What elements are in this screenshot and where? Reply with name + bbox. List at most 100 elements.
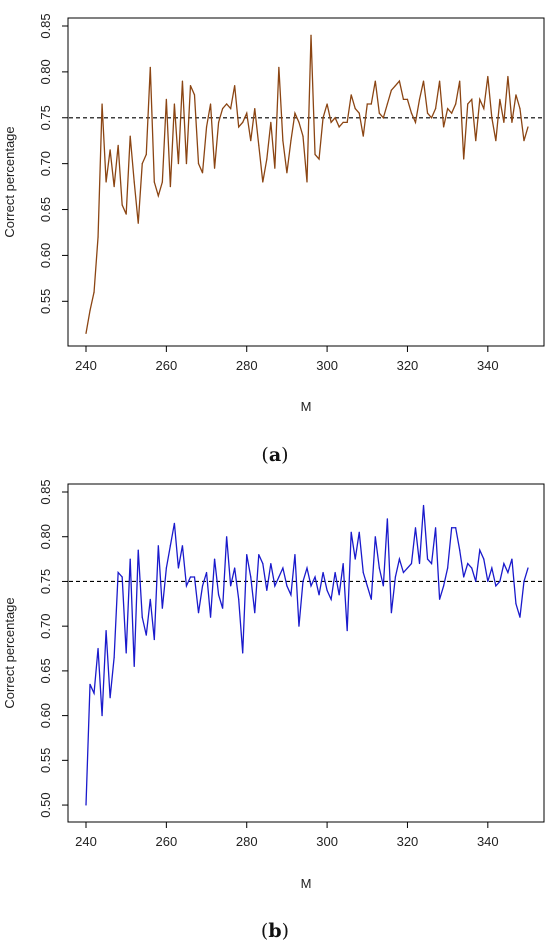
data-point: [205, 126, 208, 128]
data-point: [515, 94, 517, 96]
data-point: [330, 598, 332, 600]
data-point: [378, 112, 380, 114]
data-point: [282, 567, 284, 569]
data-point: [230, 585, 232, 587]
data-point: [430, 117, 433, 119]
data-point: [141, 163, 143, 165]
data-point: [479, 98, 481, 101]
data-point: [447, 567, 449, 569]
data-point: [209, 616, 212, 618]
data-point: [250, 576, 252, 578]
data-point: [390, 89, 392, 91]
data-point: [125, 213, 127, 215]
data-point: [463, 576, 465, 578]
data-point: [410, 562, 413, 565]
data-point: [173, 522, 175, 524]
data-point: [157, 195, 159, 197]
y-tick-label: 0.80: [38, 59, 53, 84]
data-point: [451, 527, 453, 529]
y-tick-label: 0.60: [38, 703, 53, 728]
data-point: [165, 567, 167, 569]
series-line-a: [85, 35, 529, 334]
data-point: [238, 598, 240, 600]
data-point: [414, 121, 417, 123]
data-point: [358, 531, 360, 533]
data-point: [278, 576, 280, 578]
data-point: [298, 121, 300, 123]
data-point: [318, 594, 320, 596]
data-point: [213, 558, 216, 560]
data-point: [270, 121, 272, 123]
data-point: [402, 571, 405, 574]
data-point: [105, 181, 107, 183]
data-point: [451, 112, 453, 114]
data-point: [342, 562, 344, 565]
data-point: [406, 567, 409, 569]
data-point: [362, 571, 364, 574]
data-point: [145, 634, 147, 636]
data-point: [117, 571, 119, 574]
x-axis-b: 240 260 280 300 320 340: [75, 822, 499, 849]
data-point: [394, 576, 396, 578]
data-point: [205, 571, 208, 574]
data-point: [318, 158, 320, 160]
data-point: [109, 697, 111, 699]
data-point: [145, 153, 147, 156]
data-point: [189, 576, 192, 578]
data-point: [117, 144, 119, 146]
data-point: [422, 504, 425, 507]
data-point: [254, 107, 256, 110]
data-point: [495, 140, 497, 142]
data-point: [121, 204, 123, 206]
data-point: [226, 103, 228, 105]
data-point: [262, 181, 264, 183]
data-point: [101, 715, 103, 717]
data-point: [93, 291, 95, 293]
data-point: [157, 545, 159, 547]
data-point: [330, 121, 332, 123]
data-point: [129, 135, 131, 137]
data-point: [254, 612, 256, 614]
y-axis-title-a: Correct percentage: [2, 126, 17, 237]
data-point: [519, 107, 521, 110]
data-points-b: [85, 504, 529, 806]
data-point: [326, 103, 328, 105]
y-tick-label: 0.55: [38, 289, 53, 314]
data-point: [386, 518, 388, 520]
data-point: [439, 80, 441, 82]
data-point: [479, 549, 481, 551]
data-point: [129, 558, 131, 560]
data-point: [439, 598, 441, 600]
data-point: [161, 181, 163, 183]
data-point: [218, 121, 220, 123]
data-point: [290, 140, 292, 142]
y-axis-title-b: Correct percentage: [2, 597, 17, 708]
data-point: [374, 536, 376, 538]
data-point: [455, 103, 457, 105]
data-point: [326, 589, 328, 591]
data-point: [262, 562, 264, 565]
data-point: [173, 103, 175, 105]
data-point: [278, 66, 280, 68]
data-point: [141, 616, 143, 618]
data-point: [153, 638, 155, 641]
data-point: [177, 163, 180, 165]
data-point: [197, 612, 200, 614]
data-point: [298, 625, 300, 627]
data-point: [447, 107, 449, 110]
y-tick-label: 0.65: [38, 197, 53, 222]
data-point: [234, 567, 236, 569]
data-point: [306, 567, 308, 569]
data-point: [386, 103, 388, 105]
data-point: [322, 117, 324, 119]
data-point: [338, 594, 340, 596]
data-point: [137, 549, 139, 551]
data-point: [246, 112, 248, 114]
data-point: [189, 85, 192, 87]
data-point: [398, 558, 401, 560]
x-tick-label: 320: [397, 358, 419, 373]
data-point: [286, 172, 288, 174]
data-point: [201, 585, 204, 587]
data-point: [201, 172, 204, 174]
